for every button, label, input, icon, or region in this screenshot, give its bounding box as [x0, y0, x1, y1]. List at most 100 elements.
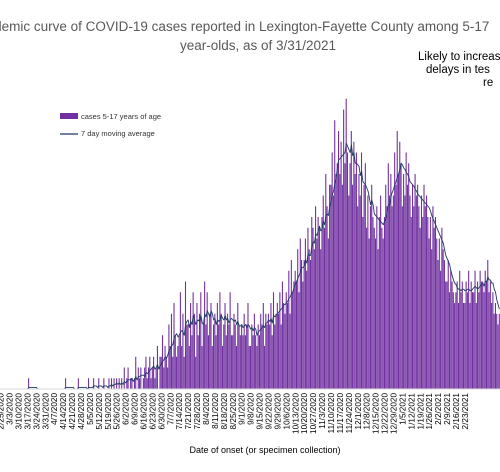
- x-tick-label: 11/3/2020: [318, 393, 327, 429]
- case-bar: [179, 292, 181, 389]
- case-bar: [154, 378, 156, 389]
- x-tick-label: 3/17/2020: [23, 393, 32, 430]
- case-bar: [237, 303, 239, 389]
- case-bar: [376, 206, 378, 389]
- x-tick-label: 12/15/2020: [372, 393, 381, 434]
- case-bar: [306, 270, 308, 389]
- case-bar: [176, 356, 178, 389]
- case-bar: [133, 378, 136, 389]
- x-tick-label: 4/21/2020: [68, 393, 77, 430]
- case-bar: [341, 184, 343, 389]
- case-bar: [396, 131, 398, 389]
- case-bar: [251, 324, 253, 389]
- x-tick-label: 7/28/2020: [193, 393, 202, 430]
- case-bar: [93, 378, 95, 389]
- case-bar: [196, 303, 198, 389]
- case-bar: [278, 313, 280, 389]
- x-tick-label: 9/22/2020: [264, 393, 273, 430]
- case-bar: [325, 174, 327, 389]
- case-bar: [434, 217, 437, 389]
- legend-bar-swatch: [60, 113, 78, 119]
- x-tick-label: 10/13/2020: [291, 393, 300, 434]
- x-tick-label: 4/7/2020: [50, 393, 59, 425]
- case-bar: [383, 217, 386, 389]
- x-tick-label: 11/17/2020: [336, 393, 345, 434]
- case-bar: [460, 292, 462, 389]
- x-tick-label: 9/15/2020: [256, 393, 265, 430]
- case-bar: [482, 281, 484, 389]
- case-bar: [418, 206, 420, 389]
- case-bar: [288, 270, 290, 389]
- case-bar: [246, 324, 248, 389]
- x-tick-label: 1/5/2021: [398, 393, 407, 425]
- case-bar: [411, 184, 414, 389]
- case-bar: [401, 206, 403, 389]
- case-bar: [381, 227, 383, 389]
- case-bar: [163, 367, 165, 389]
- case-bar: [413, 206, 415, 389]
- case-bar: [299, 238, 301, 389]
- case-bar: [264, 346, 266, 389]
- case-bar: [292, 292, 294, 389]
- annotation-line-2: delays in tes: [426, 64, 490, 76]
- case-bar: [151, 367, 153, 389]
- case-bar: [276, 303, 278, 389]
- case-bar: [186, 324, 188, 389]
- case-bar: [349, 163, 351, 389]
- case-bar: [293, 281, 295, 389]
- case-bar: [327, 238, 329, 389]
- case-bar: [153, 356, 155, 389]
- case-bar: [216, 303, 218, 389]
- case-bar: [485, 281, 488, 389]
- case-bar: [373, 227, 375, 389]
- case-bar: [448, 292, 451, 389]
- case-bar: [408, 163, 410, 389]
- case-bar: [332, 195, 334, 389]
- case-bar: [297, 249, 299, 389]
- case-bar: [478, 292, 480, 389]
- case-bar: [256, 346, 258, 389]
- case-bar: [267, 313, 269, 389]
- case-bar: [414, 174, 416, 389]
- case-bar: [238, 324, 240, 389]
- annotation-line-1: Likely to increas: [418, 51, 500, 63]
- case-bar: [406, 184, 408, 389]
- case-bar: [160, 356, 162, 389]
- case-bar: [346, 152, 349, 389]
- case-bar: [410, 217, 412, 389]
- case-bar: [457, 303, 459, 389]
- x-tick-label: 9/1/2020: [238, 393, 247, 425]
- case-bar: [225, 335, 227, 389]
- case-bar: [369, 206, 371, 389]
- case-bar: [183, 356, 185, 389]
- case-bar: [389, 195, 391, 389]
- case-bar: [252, 335, 254, 389]
- case-bar: [344, 163, 346, 389]
- case-bar: [258, 335, 261, 389]
- case-bar: [377, 249, 379, 389]
- x-tick-label: 5/5/2020: [86, 393, 95, 425]
- case-bar: [459, 270, 461, 389]
- case-bar: [431, 249, 433, 389]
- case-bar: [484, 270, 486, 389]
- case-bar: [404, 195, 406, 389]
- case-bar: [358, 174, 360, 389]
- case-bar: [223, 324, 225, 389]
- case-bar: [159, 356, 161, 389]
- x-tick-label: 2/25/2020: [0, 393, 6, 430]
- case-bar: [284, 313, 286, 389]
- case-bar: [303, 260, 305, 389]
- case-bar: [181, 346, 183, 389]
- case-bar: [274, 324, 276, 389]
- case-bar: [204, 281, 206, 389]
- x-tick-label: 12/8/2020: [363, 393, 372, 430]
- case-bar: [497, 324, 499, 389]
- case-bar: [493, 313, 495, 389]
- case-bar: [390, 174, 392, 389]
- case-bar: [395, 184, 397, 389]
- case-bar: [479, 270, 481, 389]
- case-bar: [213, 324, 215, 389]
- case-bar: [322, 195, 324, 389]
- case-bar: [232, 335, 234, 389]
- x-tick-label: 8/11/2020: [211, 393, 220, 429]
